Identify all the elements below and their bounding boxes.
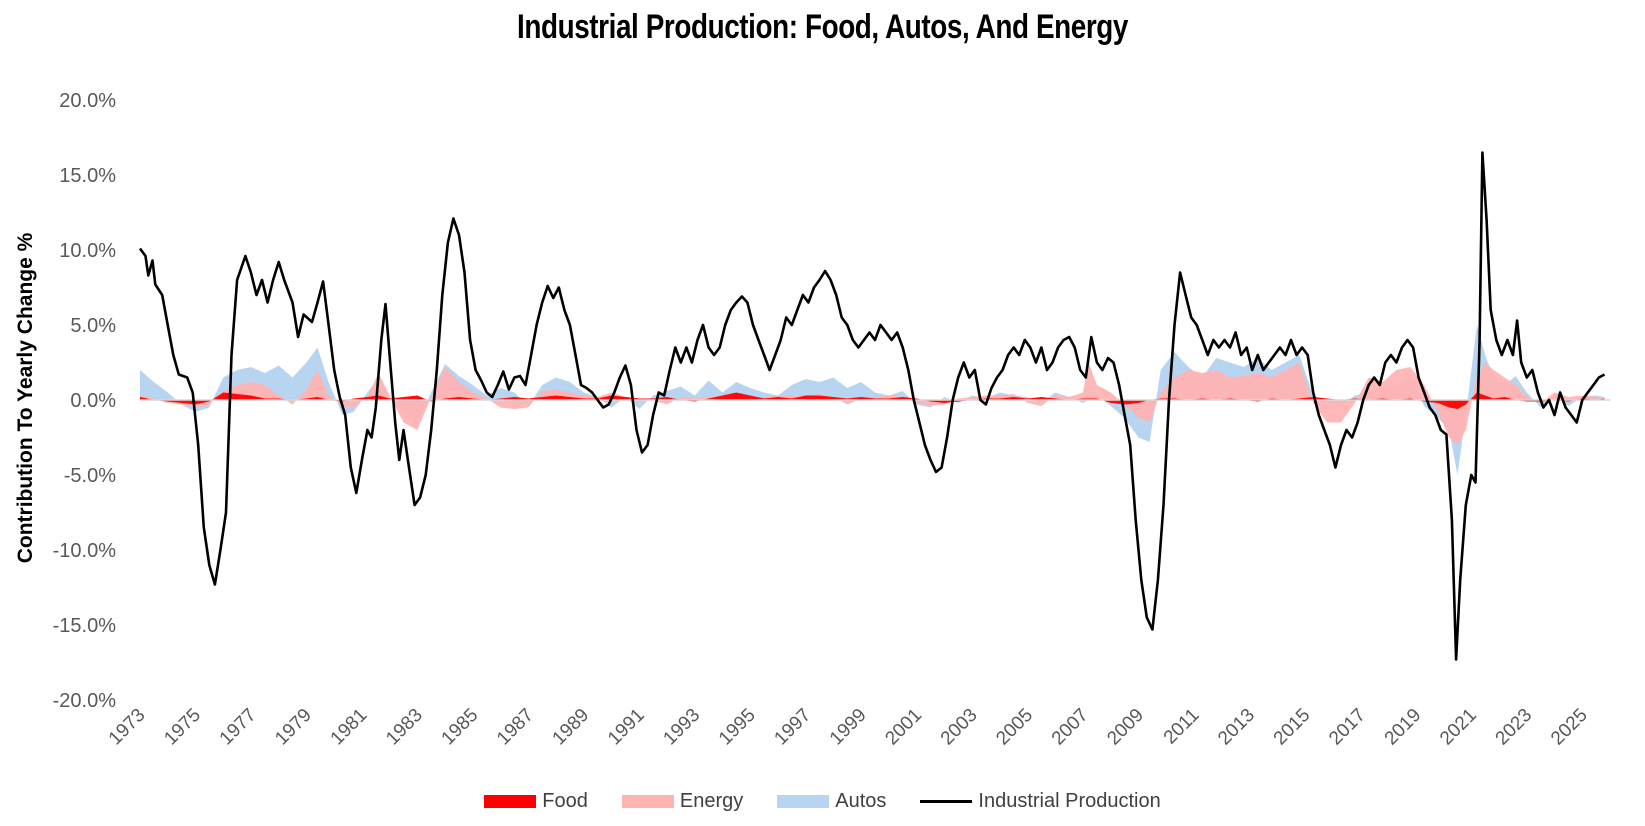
y-tick-labels: 20.0% 15.0% 10.0% 5.0% 0.0% -5.0% -10.0% -15.0%…	[53, 90, 117, 712]
x-tick-label: 2015	[1270, 705, 1315, 750]
x-tick-label: 1983	[382, 705, 427, 750]
legend-label: Industrial Production	[978, 790, 1161, 812]
x-tick-label: 1989	[549, 705, 594, 750]
x-tick-label: 2019	[1381, 705, 1426, 750]
legend-label: Energy	[679, 790, 744, 812]
x-tick-labels: 1973 1975 1977 1979 1981 1983 1985 1987 1989 1991…	[105, 705, 1592, 750]
legend: Food Energy Autos Industrial Production	[0, 790, 1645, 813]
x-tick-label: 1997	[770, 705, 815, 750]
y-tick-label: -5.0%	[64, 465, 116, 487]
x-tick-label: 1985	[438, 705, 483, 750]
x-tick-label: 1995	[715, 705, 760, 750]
x-tick-label: 2023	[1492, 705, 1537, 750]
x-tick-label: 2003	[937, 705, 982, 750]
x-tick-label: 1979	[271, 705, 316, 750]
x-tick-label: 1999	[826, 705, 871, 750]
x-tick-label: 2005	[992, 705, 1037, 750]
legend-item-food: Food	[484, 790, 588, 813]
x-tick-label: 1987	[493, 705, 538, 750]
x-tick-label: 2025	[1547, 705, 1592, 750]
y-tick-label: -10.0%	[53, 540, 117, 562]
legend-item-autos: Autos	[777, 790, 886, 813]
y-tick-label: 0.0%	[70, 390, 116, 412]
legend-label: Autos	[835, 790, 887, 812]
x-tick-label: 1993	[660, 705, 705, 750]
series-industrial-production-line	[138, 151, 1606, 661]
x-tick-label: 2011	[1160, 705, 1204, 749]
legend-item-energy: Energy	[621, 790, 744, 813]
series-energy-area	[140, 362, 1605, 445]
y-tick-label: -15.0%	[53, 615, 117, 637]
line-layer	[138, 151, 1606, 661]
x-tick-label: 1977	[216, 705, 261, 750]
x-tick-label: 1975	[160, 705, 205, 750]
x-tick-label: 2021	[1436, 705, 1481, 750]
legend-item-industrial-production: Industrial Production	[920, 790, 1161, 813]
x-tick-label: 2001	[881, 705, 926, 750]
legend-swatch	[621, 795, 674, 808]
y-tick-label: 5.0%	[70, 315, 116, 337]
x-tick-label: 2009	[1103, 705, 1148, 750]
legend-label: Food	[542, 790, 588, 812]
x-tick-label: 1991	[604, 705, 649, 750]
y-tick-label: 15.0%	[59, 165, 116, 187]
y-tick-label: 20.0%	[59, 90, 116, 112]
x-tick-label: 2017	[1325, 705, 1370, 750]
y-tick-label: -20.0%	[53, 690, 117, 712]
legend-swatch	[484, 795, 537, 808]
legend-swatch	[920, 800, 973, 803]
chart-title: Industrial Production: Food, Autos, And …	[516, 8, 1129, 46]
y-tick-label: 10.0%	[59, 240, 116, 262]
legend-swatch	[777, 795, 830, 808]
x-tick-label: 2007	[1048, 705, 1093, 750]
x-tick-label: 1981	[327, 705, 372, 750]
x-tick-label: 2013	[1214, 705, 1259, 750]
